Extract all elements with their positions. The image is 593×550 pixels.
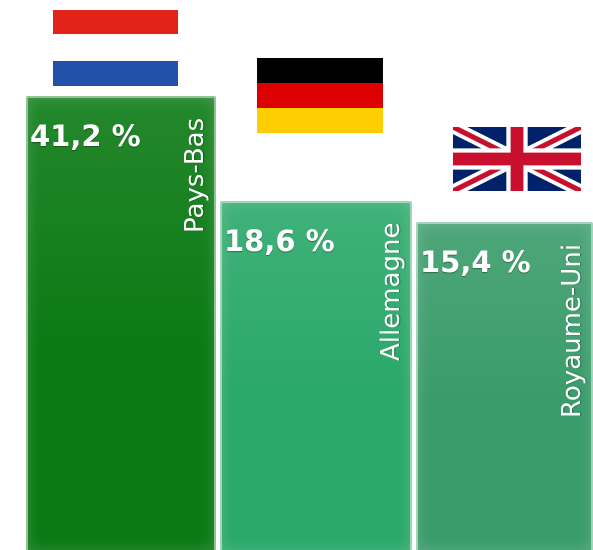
category-label: Allemagne	[376, 222, 406, 361]
bar-royaume-uni	[416, 222, 593, 550]
data-label: 41,2 %	[30, 119, 141, 153]
germany-flag-icon	[257, 58, 383, 133]
category-label: Royaume-Uni	[557, 243, 587, 418]
bar-pays-bas	[26, 96, 216, 550]
united-kingdom-flag-icon	[453, 127, 581, 191]
category-label: Pays-Bas	[180, 117, 210, 233]
data-label: 15,4 %	[420, 245, 531, 279]
netherlands-flag-icon	[53, 10, 178, 86]
data-label: 18,6 %	[224, 224, 335, 258]
bar-allemagne	[220, 201, 412, 550]
